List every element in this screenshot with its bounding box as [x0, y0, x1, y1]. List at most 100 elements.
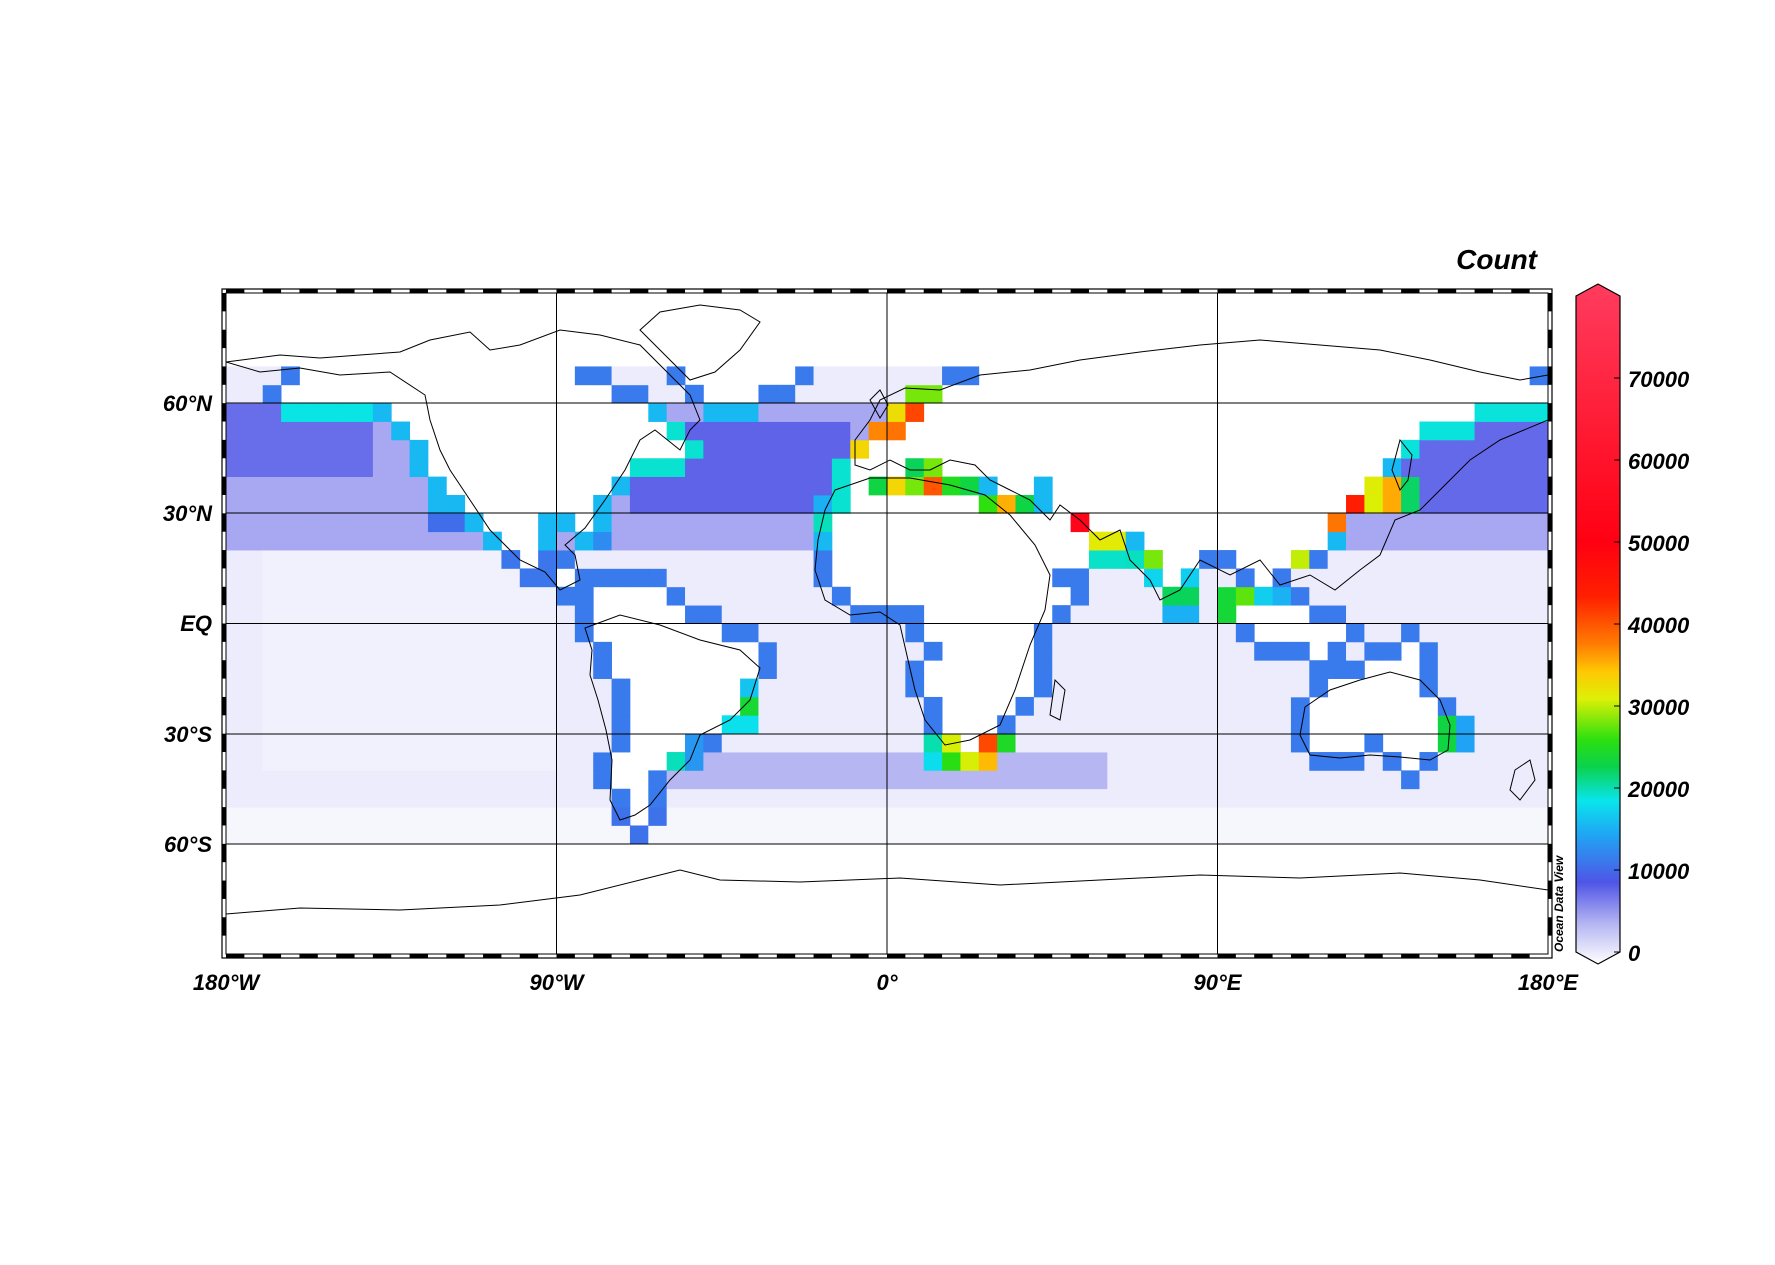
heatmap-cell — [299, 641, 319, 661]
heatmap-cell — [685, 752, 704, 771]
heatmap-cell — [262, 531, 282, 551]
heatmap-cell — [703, 513, 723, 533]
heatmap-cell — [1162, 660, 1182, 679]
heatmap-cell — [336, 641, 355, 661]
frame-tick — [960, 289, 979, 293]
heatmap-cell — [281, 513, 300, 533]
heatmap-cell — [795, 623, 814, 643]
heatmap-cell — [1401, 494, 1420, 514]
heatmap-cell — [795, 531, 814, 551]
heatmap-cell — [593, 366, 612, 386]
heatmap-cell — [1052, 605, 1072, 624]
heatmap-cell — [1107, 660, 1127, 679]
heatmap-cell — [813, 439, 833, 459]
heatmap-cell — [611, 733, 631, 753]
heatmap-cell — [501, 770, 521, 790]
heatmap-cell — [317, 568, 337, 588]
heatmap-cell — [1529, 403, 1548, 422]
heatmap-cell — [666, 550, 686, 569]
heatmap-cell — [336, 752, 355, 771]
heatmap-cell — [262, 421, 282, 441]
heatmap-cell — [244, 550, 264, 569]
heatmap-cell — [519, 807, 539, 826]
heatmap-cell — [1492, 494, 1512, 514]
heatmap-cell — [354, 586, 374, 606]
heatmap-cell — [1456, 733, 1475, 753]
heatmap-cell — [942, 733, 961, 753]
heatmap-cell — [795, 384, 814, 404]
heatmap-cell — [887, 770, 906, 790]
heatmap-cell — [1529, 733, 1548, 753]
heatmap-cell — [501, 568, 521, 588]
heatmap-cell — [538, 825, 557, 845]
heatmap-cell — [1290, 696, 1310, 716]
heatmap-cell — [464, 807, 484, 826]
heatmap-cell — [281, 807, 300, 826]
heatmap-cell — [501, 825, 521, 845]
frame-tick — [222, 770, 226, 789]
heatmap-cell — [1033, 641, 1053, 661]
heatmap-cell — [336, 550, 355, 569]
heatmap-cell — [1456, 825, 1475, 845]
heatmap-cell — [1107, 715, 1127, 735]
heatmap-cell — [464, 678, 484, 698]
heatmap-cell — [1364, 733, 1384, 753]
heatmap-cell — [1088, 696, 1108, 716]
heatmap-cell — [1437, 605, 1457, 624]
heatmap-cell — [1419, 550, 1439, 569]
heatmap-cell — [868, 641, 888, 661]
heatmap-cell — [721, 476, 741, 496]
heatmap-cell — [942, 752, 961, 771]
heatmap-cell — [721, 550, 741, 569]
heatmap-cell — [813, 568, 833, 588]
heatmap-cell — [611, 494, 631, 514]
heatmap-cell — [391, 458, 411, 478]
heatmap-cell — [593, 494, 612, 514]
heatmap-cell — [1290, 660, 1310, 679]
frame-tick — [1217, 289, 1236, 293]
heatmap-cell — [446, 696, 466, 716]
heatmap-cell — [1162, 770, 1182, 790]
heatmap-cell — [776, 733, 796, 753]
heatmap-cell — [1254, 807, 1273, 826]
heatmap-cell — [574, 752, 594, 771]
heatmap-cell — [721, 788, 741, 808]
heatmap-cell — [868, 678, 888, 698]
frame-tick — [1548, 917, 1552, 936]
frame-tick — [1548, 476, 1552, 495]
heatmap-cell — [372, 788, 392, 808]
heatmap-cell — [1235, 807, 1255, 826]
heatmap-cell — [648, 476, 668, 496]
heatmap-cell — [427, 531, 447, 551]
heatmap-cell — [354, 623, 374, 643]
heatmap-cell — [1492, 513, 1512, 533]
heatmap-cell — [721, 623, 741, 643]
frame-tick — [1548, 770, 1552, 789]
heatmap-cell — [776, 678, 796, 698]
heatmap-cell — [1529, 605, 1548, 624]
heatmap-cell — [317, 807, 337, 826]
heatmap-cell — [281, 366, 300, 386]
heatmap-cell — [556, 752, 576, 771]
heatmap-cell — [1125, 623, 1145, 643]
heatmap-cell — [1088, 568, 1108, 588]
frame-tick — [1548, 550, 1552, 569]
heatmap-cell — [1346, 623, 1365, 643]
heatmap-cell — [611, 678, 631, 698]
heatmap-cell — [501, 678, 521, 698]
heatmap-cell — [850, 825, 870, 845]
heatmap-cell — [1107, 770, 1127, 790]
heatmap-cell — [1437, 641, 1457, 661]
heatmap-cell — [409, 641, 429, 661]
heatmap-cell — [813, 384, 833, 404]
heatmap-cell — [1107, 641, 1127, 661]
heatmap-cell — [1327, 752, 1347, 771]
heatmap-cell — [464, 660, 484, 679]
heatmap-cell — [905, 384, 925, 404]
heatmap-cell — [740, 788, 759, 808]
heatmap-cell — [1290, 752, 1310, 771]
heatmap-cell — [758, 733, 778, 753]
heatmap-cell — [1107, 807, 1127, 826]
heatmap-cell — [501, 550, 521, 569]
heatmap-cell — [446, 531, 466, 551]
